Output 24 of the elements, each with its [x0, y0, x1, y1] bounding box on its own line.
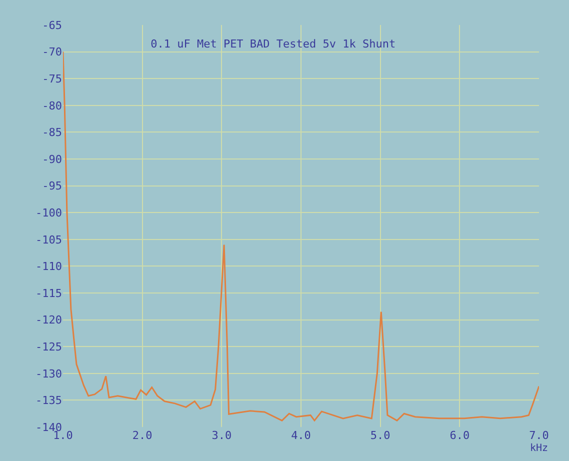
y-tick-label: -125 [36, 340, 62, 354]
y-tick-label: -110 [36, 260, 62, 274]
y-tick-label: -70 [42, 46, 62, 59]
x-axis-title: kHz [530, 443, 548, 454]
y-tick-label: -130 [36, 367, 62, 380]
y-tick-label: -115 [36, 286, 62, 300]
x-tick-label: 6.0 [450, 429, 470, 442]
y-tick-label: -95 [42, 180, 62, 193]
y-tick-label: -85 [42, 126, 62, 140]
x-tick-label: 7.0 [529, 429, 549, 442]
x-tick-label: 4.0 [291, 429, 311, 442]
line-series [63, 51, 539, 422]
y-tick-label: -135 [36, 394, 62, 408]
y-tick-label: -120 [36, 314, 62, 327]
y-tick-label: -80 [42, 99, 62, 112]
y-tick-label: -105 [36, 233, 62, 246]
x-tick-label: 3.0 [212, 429, 232, 442]
x-tick-label: 5.0 [370, 429, 390, 442]
y-tick-label: -75 [42, 72, 62, 86]
x-tick-label: 2.0 [132, 429, 152, 442]
text: 0.1 uF Met PET BAD Tested 5v 1k Shunt [150, 38, 396, 51]
y-tick-label: -65 [42, 18, 62, 32]
y-tick-label: -100 [36, 206, 62, 220]
y-tick-label: -90 [42, 152, 62, 166]
